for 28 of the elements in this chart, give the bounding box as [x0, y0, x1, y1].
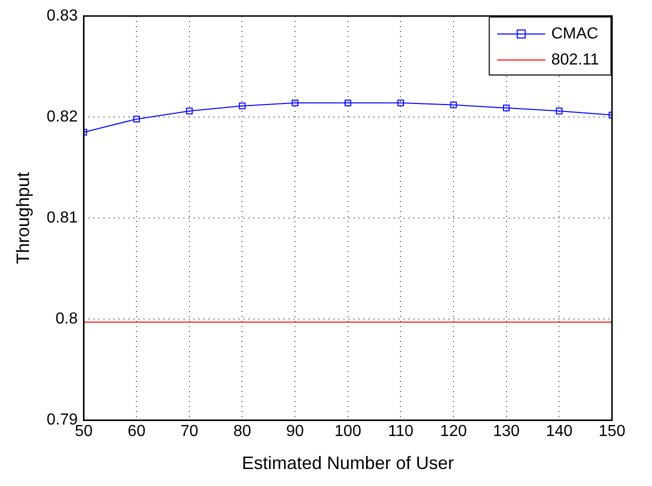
- y-axis-title: Throughput: [12, 172, 33, 264]
- point: [397, 100, 404, 106]
- legend-label: 802.11: [551, 51, 600, 68]
- x-tick-label: 140: [546, 423, 573, 440]
- x-tick-label: 100: [334, 423, 362, 440]
- x-tick-label: 80: [233, 423, 252, 440]
- y-tick-label: 0.8: [55, 310, 78, 328]
- x-tick-label: 70: [180, 423, 198, 440]
- x-tick-label: 150: [598, 423, 626, 440]
- point: [450, 102, 457, 108]
- point: [503, 104, 510, 112]
- x-tick-label: 90: [286, 423, 304, 440]
- legend-label: CMAC: [551, 25, 598, 42]
- x-tick-label: 110: [388, 423, 414, 440]
- point: [292, 100, 298, 106]
- x-tick-label: 60: [128, 423, 146, 440]
- y-tick-label: 0.81: [46, 210, 78, 227]
- point: [238, 102, 246, 110]
- y-tick-label: 0.82: [46, 108, 78, 126]
- y-tick-label: 0.83: [46, 7, 78, 24]
- x-axis-title: Estimated Number of User: [242, 453, 454, 474]
- point: [133, 116, 140, 122]
- point: [344, 100, 352, 106]
- x-tick-label: 130: [492, 423, 520, 440]
- x-tick-label: 50: [74, 423, 93, 440]
- point: [556, 108, 563, 114]
- x-tick-label: 120: [440, 423, 467, 440]
- point: [186, 108, 193, 114]
